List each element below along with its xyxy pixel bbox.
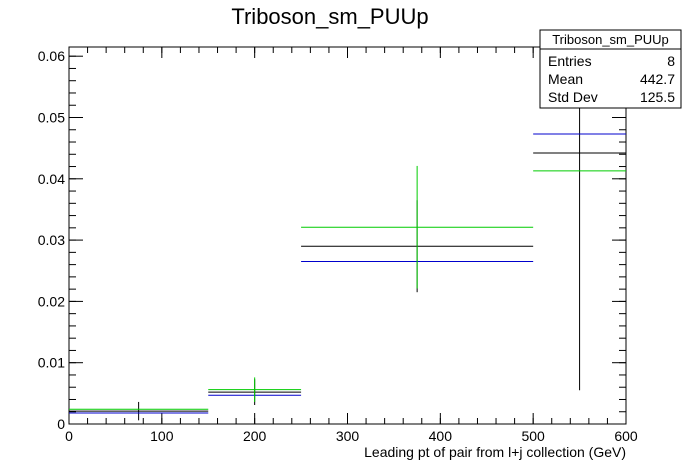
x-axis: 0 100 200 300 400 500 600: [65, 47, 638, 444]
x-tick-label: 300: [336, 428, 360, 444]
x-tick-label: 600: [614, 428, 638, 444]
x-tick-label: 100: [150, 428, 174, 444]
stats-box-frame: [539, 29, 682, 109]
x-tick-label: 0: [65, 428, 73, 444]
y-tick-label: 0.06: [38, 48, 65, 64]
y-tick-label: 0.04: [38, 171, 65, 187]
x-tick-label: 500: [521, 428, 545, 444]
stats-entries-value: 8: [667, 53, 675, 69]
stats-mean-label: Mean: [548, 71, 583, 87]
stats-stddev-value: 125.5: [640, 89, 675, 105]
stats-mean-value: 442.7: [640, 71, 675, 87]
x-tick-label: 400: [429, 428, 453, 444]
y-tick-label: 0.03: [38, 232, 65, 248]
stats-box-title: Triboson_sm_PUUp: [552, 32, 669, 47]
y-tick-label: 0.01: [38, 355, 65, 371]
chart-title: Triboson_sm_PUUp: [231, 4, 428, 29]
y-tick-label: 0.02: [38, 293, 65, 309]
stats-box: Triboson_sm_PUUp Entries 8 Mean 442.7 St…: [539, 29, 682, 109]
y-tick-label: 0.05: [38, 109, 65, 125]
x-tick-label: 200: [243, 428, 267, 444]
x-axis-title: Leading pt of pair from l+j collection (…: [364, 444, 626, 460]
y-tick-label: 0: [57, 416, 65, 432]
stats-stddev-label: Std Dev: [548, 89, 598, 105]
stats-entries-label: Entries: [548, 53, 592, 69]
y-axis: 0 0.01 0.02 0.03 0.04 0.05 0.06: [38, 48, 626, 432]
